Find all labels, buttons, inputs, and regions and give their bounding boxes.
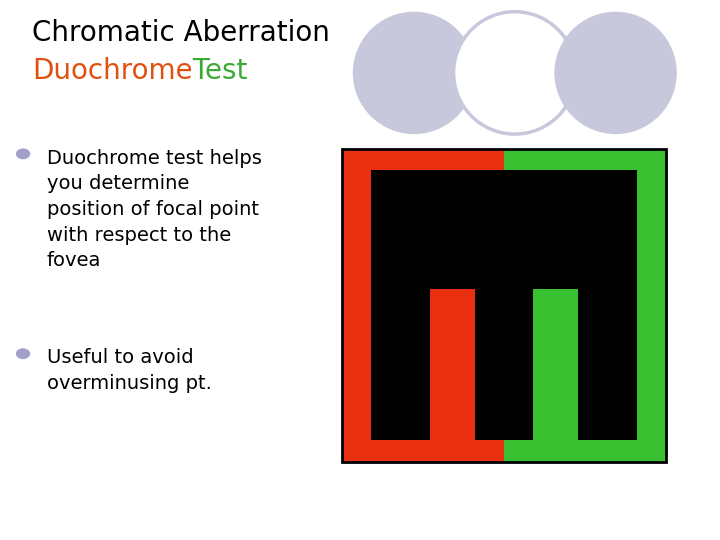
- Bar: [372, 171, 637, 289]
- Bar: [534, 289, 578, 440]
- Text: Useful to avoid
overminusing pt.: Useful to avoid overminusing pt.: [47, 348, 212, 393]
- Circle shape: [16, 148, 30, 159]
- Text: Duochrome test helps
you determine
position of focal point
with respect to the
f: Duochrome test helps you determine posit…: [47, 148, 261, 271]
- Circle shape: [16, 348, 30, 359]
- Bar: [578, 289, 637, 440]
- Ellipse shape: [554, 12, 677, 134]
- Bar: [342, 148, 666, 462]
- Bar: [504, 148, 666, 462]
- Bar: [430, 289, 474, 440]
- Ellipse shape: [454, 12, 576, 134]
- Bar: [342, 148, 504, 462]
- Text: Test: Test: [184, 57, 247, 85]
- Bar: [474, 289, 534, 440]
- Ellipse shape: [353, 12, 475, 134]
- Text: Duochrome: Duochrome: [32, 57, 193, 85]
- Bar: [372, 289, 430, 440]
- Text: Chromatic Aberration: Chromatic Aberration: [32, 19, 330, 47]
